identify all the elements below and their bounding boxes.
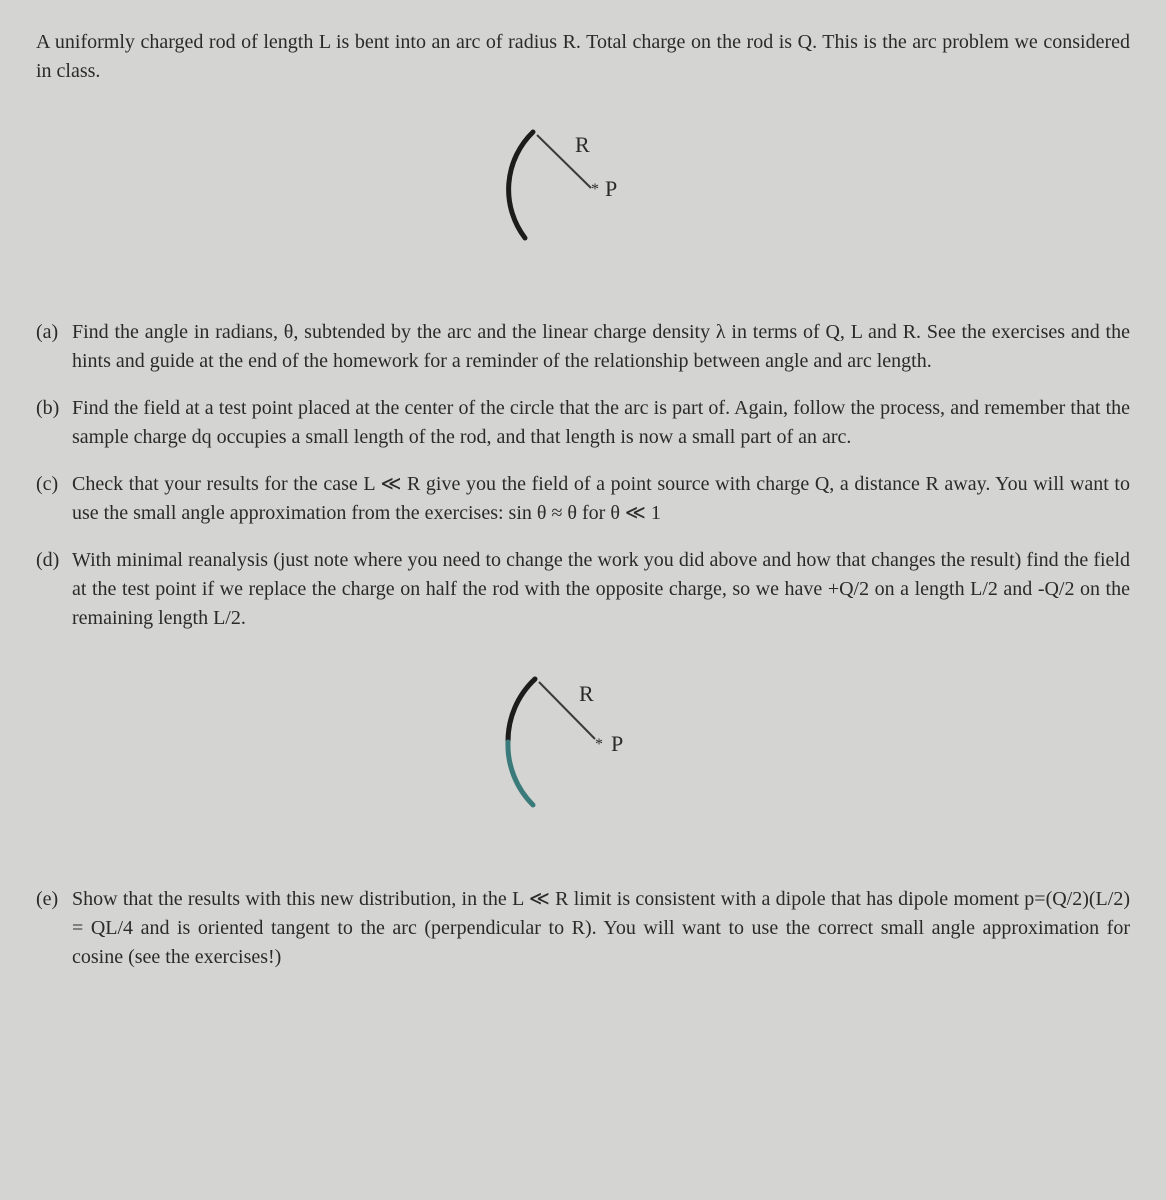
r-label-1: R <box>575 132 590 157</box>
figure-1: R * P <box>36 110 1130 270</box>
item-c-text: Check that your results for the case L ≪… <box>72 470 1130 528</box>
item-e-text: Show that the results with this new dist… <box>72 885 1130 972</box>
p-label-1: P <box>605 176 617 201</box>
r-label-2: R <box>579 681 594 706</box>
item-c: (c) Check that your results for the case… <box>36 470 1130 528</box>
item-b-label: (b) <box>36 394 72 452</box>
arc-diagram-2: R * P <box>483 657 683 837</box>
item-d: (d) With minimal reanalysis (just note w… <box>36 546 1130 633</box>
svg-text:*: * <box>595 736 603 753</box>
item-d-label: (d) <box>36 546 72 633</box>
p-label-2: P <box>611 731 623 756</box>
item-e: (e) Show that the results with this new … <box>36 885 1130 972</box>
item-c-label: (c) <box>36 470 72 528</box>
item-a: (a) Find the angle in radians, θ, subten… <box>36 318 1130 376</box>
item-a-text: Find the angle in radians, θ, subtended … <box>72 318 1130 376</box>
intro-paragraph: A uniformly charged rod of length L is b… <box>36 28 1130 86</box>
item-e-label: (e) <box>36 885 72 972</box>
svg-text:*: * <box>591 181 599 198</box>
item-b-text: Find the field at a test point placed at… <box>72 394 1130 452</box>
item-a-label: (a) <box>36 318 72 376</box>
item-d-text: With minimal reanalysis (just note where… <box>72 546 1130 633</box>
item-b: (b) Find the field at a test point place… <box>36 394 1130 452</box>
arc-diagram-1: R * P <box>483 110 683 270</box>
figure-2: R * P <box>36 657 1130 837</box>
